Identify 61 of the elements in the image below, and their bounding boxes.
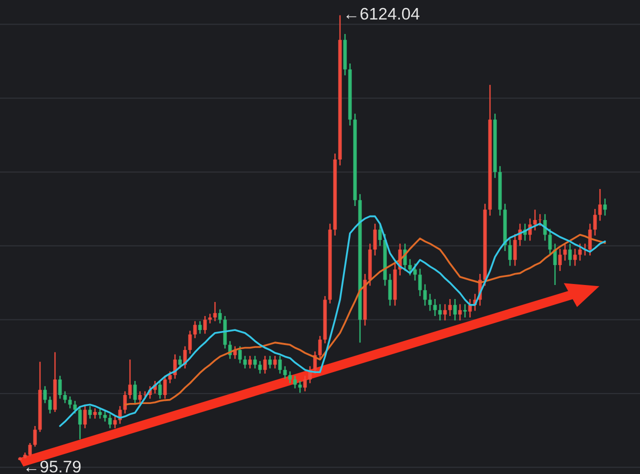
candlestick: [218, 308, 222, 324]
candlestick: [293, 375, 297, 389]
candlestick: [573, 248, 577, 266]
candlestick: [423, 284, 427, 306]
candlestick: [318, 335, 322, 360]
candlestick: [258, 360, 262, 374]
candlestick: [288, 370, 292, 384]
candlestick: [268, 355, 272, 370]
candlestick: [303, 375, 307, 392]
candlestick: [113, 416, 117, 429]
candlestick: [78, 405, 82, 440]
candlestick: [263, 355, 267, 374]
candlestick: [193, 320, 197, 339]
candlestick: [598, 188, 602, 222]
candlestick: [28, 442, 32, 457]
annotation: ←6124.04: [346, 8, 420, 20]
candlestick: [103, 410, 107, 422]
candlestick: [168, 370, 172, 384]
candlestick: [93, 408, 97, 420]
candlestick: [568, 243, 572, 266]
candlestick: [188, 330, 192, 354]
candlestick: [373, 223, 377, 256]
candlestick: [58, 375, 62, 400]
candlestick: [243, 355, 247, 370]
candlestick: [593, 208, 597, 236]
candlestick: [48, 396, 52, 414]
candlestick: [123, 390, 127, 414]
candlestick: [178, 355, 182, 370]
candlestick: [63, 390, 67, 404]
candlestick: [253, 355, 257, 370]
candlestick: [133, 380, 137, 404]
candlestick: [428, 293, 432, 312]
candlestick: [513, 233, 517, 266]
candlestick: [213, 301, 217, 322]
candlestick: [283, 366, 287, 380]
candlestick: [208, 313, 212, 324]
candlestick: [278, 355, 282, 374]
candlestick: [83, 405, 87, 429]
candlestick: [548, 228, 552, 256]
candlestick: [508, 238, 512, 266]
candlestick: [33, 425, 37, 448]
annotation: ←95.79: [26, 460, 81, 473]
candlestick: [158, 380, 162, 400]
candlestick: [453, 298, 457, 322]
candlestick: [448, 298, 452, 317]
candlestick: [108, 414, 112, 429]
candlestick: [98, 408, 102, 420]
candlestick: [563, 243, 567, 262]
candlestick: [378, 223, 382, 246]
candlestick: [88, 405, 92, 420]
candlestick: [418, 268, 422, 297]
candlestick: [203, 315, 207, 334]
candlestick: [128, 358, 132, 400]
candlestick: [238, 346, 242, 364]
candlestick: [73, 400, 77, 414]
candlestick: [443, 304, 447, 322]
candlestick: [538, 213, 542, 227]
candlestick: [68, 396, 72, 409]
candlestick: [138, 390, 142, 404]
candlestick: [588, 223, 592, 256]
candlestick: [43, 386, 47, 404]
